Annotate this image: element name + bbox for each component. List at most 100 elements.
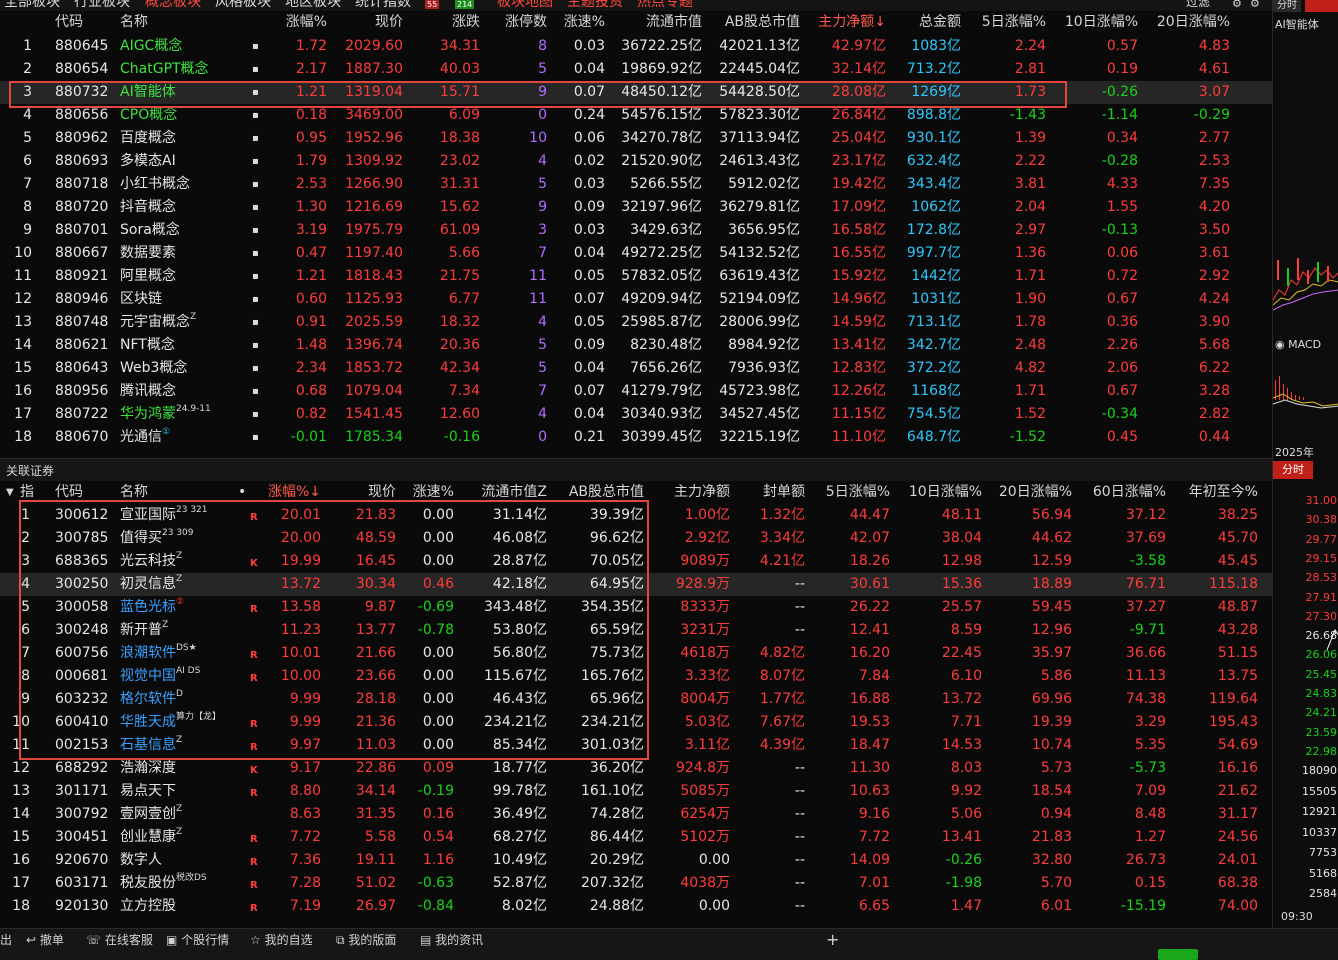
related-stock-row[interactable]: 12 688292 浩瀚深度 K 9.17 22.86 0.09 18.77亿 36.20亿 92… [0, 757, 1272, 780]
sector-row[interactable]: 18 880670 光通信① ▪ -0.01 1785.34 -0.16 0 0.21 30399… [0, 426, 1272, 449]
sector-row[interactable]: 13 880748 元宇宙概念Z ▪ 0.91 2025.59 18.32 4 0.05 2598… [0, 311, 1272, 334]
related-stock-row[interactable]: 13 301171 易点天下 R 8.80 34.14 -0.19 99.78亿 161.10亿… [0, 780, 1272, 803]
related-stock-row[interactable]: 8 000681 视觉中国AI DS R 10.00 23.66 0.00 115.67亿 16… [0, 665, 1272, 688]
sector-col-header[interactable]: 总金额 [919, 14, 961, 30]
tab-hot-topics[interactable]: 热点专题 [637, 0, 693, 10]
stock-tag: 23 309 [162, 528, 194, 538]
minute-tab-bottom[interactable]: 分时 [1273, 461, 1313, 479]
sector-col-header[interactable]: 代码 [55, 14, 83, 30]
stock-speed: -0.19 [417, 783, 454, 799]
status-item-cancel-order[interactable]: ↩ 撤单 [26, 933, 64, 947]
stock-ytd: 195.43 [1209, 714, 1258, 730]
sector-row[interactable]: 10 880667 数据要素 ▪ 0.47 1197.40 5.66 7 0.04 49272.2… [0, 242, 1272, 265]
related-col-header[interactable]: 现价 [368, 484, 396, 500]
related-stock-row[interactable]: 2 300785 值得买23 309 20.00 48.59 0.00 46.08亿 96.6… [0, 527, 1272, 550]
related-stock-row[interactable]: 17 603171 税友股份税改DS R 7.28 51.02 -0.63 52.87亿 207… [0, 872, 1272, 895]
status-item-layout[interactable]: ⧉ 我的版面 [336, 933, 397, 947]
sector-col-header[interactable]: 涨停数 [505, 14, 547, 30]
tab-all-sectors[interactable]: 全部板块 [4, 0, 60, 10]
sector-col-header[interactable]: 10日涨幅% [1064, 14, 1138, 30]
sector-col-header[interactable]: 涨幅% [285, 14, 327, 30]
related-col-header[interactable]: 涨幅%↓ [267, 484, 321, 500]
related-col-header[interactable]: 名称 [120, 484, 148, 500]
add-tab-plus-icon[interactable]: + [826, 930, 840, 949]
related-stock-row[interactable]: 15 300451 创业慧康Z R 7.72 5.58 0.54 68.27亿 86.44亿 51… [0, 826, 1272, 849]
related-stock-row[interactable]: 10 600410 华胜天成算力【龙】 R 9.99 21.36 0.00 234.21亿 23… [0, 711, 1272, 734]
sector-row[interactable]: 4 880656 CPO概念 ▪ 0.18 3469.00 6.09 0 0.24 54576.1… [0, 104, 1272, 127]
related-stock-row[interactable]: 5 300058 蓝色光标② R 13.58 9.87 -0.69 343.48亿 354.35… [0, 596, 1272, 619]
macd-toggle-icon[interactable]: ◉ [1275, 338, 1285, 351]
sector-row[interactable]: 9 880701 Sora概念 ▪ 3.19 1975.79 61.09 3 0.03 3429.… [0, 219, 1272, 242]
tab-concept-sectors[interactable]: 概念板块 [145, 0, 201, 10]
related-col-header[interactable]: 主力净额 [674, 484, 730, 500]
sector-col-header[interactable]: 主力净额↓ [818, 14, 886, 30]
close-chart-button[interactable] [1305, 0, 1338, 12]
stock-price: 16.45 [355, 553, 396, 569]
related-col-header[interactable]: AB股总市值 [568, 484, 644, 500]
sector-row[interactable]: 11 880921 阿里概念 ▪ 1.21 1818.43 21.75 11 0.05 57832… [0, 265, 1272, 288]
related-stock-row[interactable]: 9 603232 格尔软件D 9.99 28.18 0.00 46.43亿 65.96亿 800… [0, 688, 1272, 711]
sector-row[interactable]: 6 880693 多模态AI ▪ 1.79 1309.92 23.02 4 0.02 21520.… [0, 150, 1272, 173]
sector-col-header[interactable]: 名称 [120, 14, 148, 30]
sector-row[interactable]: 5 880962 百度概念 ▪ 0.95 1952.96 18.38 10 0.06 34270.… [0, 127, 1272, 150]
related-stock-row[interactable]: 4 300250 初灵信息Z 13.72 30.34 0.46 42.18亿 64.95亿 92… [0, 573, 1272, 596]
sector-col-header[interactable]: 20日涨幅% [1156, 14, 1230, 30]
sector-col-header[interactable]: 5日涨幅% [981, 14, 1046, 30]
sector-col-header[interactable]: 涨跌 [452, 14, 480, 30]
sector-d10: -0.28 [1101, 153, 1138, 169]
sector-row[interactable]: 12 880946 区块链 ▪ 0.60 1125.93 6.77 11 0.07 49209.9… [0, 288, 1272, 311]
sector-row[interactable]: 7 880718 小红书概念 ▪ 2.53 1266.90 31.31 5 0.03 5266.5… [0, 173, 1272, 196]
related-stock-row[interactable]: 6 300248 新开普Z 11.23 13.77 -0.78 53.80亿 65.59亿 32… [0, 619, 1272, 642]
sector-col-header[interactable]: 流通市值 [646, 14, 702, 30]
status-item-exit[interactable]: 出 [0, 933, 13, 947]
related-stock-row[interactable]: 14 300792 壹网壹创Z 8.63 31.35 0.16 36.49亿 74.28亿 62… [0, 803, 1272, 826]
sector-row[interactable]: 17 880722 华为鸿蒙24.9-11 ▪ 0.82 1541.45 12.60 4 0.0… [0, 403, 1272, 426]
collapse-caret-icon[interactable]: ▼ [6, 487, 14, 498]
related-col-header[interactable]: 5日涨幅% [825, 484, 890, 500]
tab-theme-invest[interactable]: 主题投资 [567, 0, 623, 10]
tab-industry-sectors[interactable]: 行业板块 [74, 0, 130, 10]
stock-pct: 11.23 [280, 622, 321, 638]
status-item-stock-quote[interactable]: ▣ 个股行情 [166, 933, 230, 947]
sector-row[interactable]: 1 880645 AIGC概念 ▪ 1.72 2029.60 34.31 8 0.03 36722… [0, 35, 1272, 58]
status-item-news[interactable]: ▤ 我的资讯 [420, 933, 484, 947]
sector-row[interactable]: 2 880654 ChatGPT概念 ▪ 2.17 1887.30 40.03 5 0.04 19… [0, 58, 1272, 81]
related-col-header[interactable]: 代码 [55, 484, 83, 500]
related-stock-row[interactable]: 16 920670 数字人 R 7.36 19.11 1.16 10.49亿 20.29亿 0.0… [0, 849, 1272, 872]
minute-chart-tab[interactable]: 分时 [1273, 0, 1301, 12]
sector-col-header[interactable]: AB股总市值 [724, 14, 800, 30]
price-axis-label: 26.68 [1305, 629, 1338, 643]
related-col-header[interactable]: 封单额 [763, 484, 805, 500]
sector-price: 3469.00 [345, 107, 403, 123]
status-item-online-service[interactable]: ☏ 在线客服 [86, 933, 153, 947]
related-stock-row[interactable]: 3 688365 光云科技Z K 19.99 16.45 0.00 28.87亿 70.05亿 9… [0, 550, 1272, 573]
more-gear-icon[interactable]: ⚙ [1250, 0, 1260, 10]
tab-region-sectors[interactable]: 地区板块 [285, 0, 341, 10]
related-col-header[interactable]: • [238, 484, 247, 500]
tab-style-sectors[interactable]: 风格板块 [215, 0, 271, 10]
related-col-header[interactable]: 年初至今% [1188, 484, 1258, 500]
filter-button[interactable]: 过滤 [1186, 0, 1211, 9]
status-item-watchlist[interactable]: ☆ 我的自选 [250, 933, 313, 947]
sector-row[interactable]: 15 880643 Web3概念 ▪ 2.34 1853.72 42.34 5 0.04 7656… [0, 357, 1272, 380]
tab-sector-map[interactable]: 板块地图 [497, 0, 553, 10]
related-stock-row[interactable]: 1 300612 宣亚国际23 321 R 20.01 21.83 0.00 31.14亿 39… [0, 504, 1272, 527]
related-stock-row[interactable]: 18 920130 立方控股 R 7.19 26.97 -0.84 8.02亿 24.88亿 0.… [0, 895, 1272, 918]
sector-row[interactable]: 16 880956 腾讯概念 ▪ 0.68 1079.04 7.34 7 0.07 41279.7… [0, 380, 1272, 403]
related-stock-row[interactable]: 7 600756 浪潮软件DS★ R 10.01 21.66 0.00 56.80亿 75.73… [0, 642, 1272, 665]
related-stock-row[interactable]: 11 002153 石基信息Z R 9.97 11.03 0.00 85.34亿 301.03亿… [0, 734, 1272, 757]
related-col-header[interactable]: 流通市值Z [481, 484, 547, 500]
related-col-header[interactable]: 60日涨幅% [1092, 484, 1166, 500]
sector-row[interactable]: 14 880621 NFT概念 ▪ 1.48 1396.74 20.36 5 0.09 8230.… [0, 334, 1272, 357]
related-col-header[interactable]: 10日涨幅% [908, 484, 982, 500]
sector-col-header[interactable]: 现价 [375, 14, 403, 30]
sector-row[interactable]: 3 880732 AI智能体 ▪ 1.21 1319.04 15.71 9 0.07 48450.… [0, 81, 1272, 104]
tab-stat-index[interactable]: 统计指数 [355, 0, 411, 10]
sector-row[interactable]: 8 880720 抖音概念 ▪ 1.30 1216.69 15.62 9 0.09 32197.9… [0, 196, 1272, 219]
related-col-header[interactable]: 涨速% [412, 484, 454, 500]
settings-gear-icon[interactable]: ⚙ [1232, 0, 1242, 10]
related-col-header[interactable]: 指 [20, 484, 34, 500]
sector-n: 13 [14, 314, 32, 330]
related-col-header[interactable]: 20日涨幅% [998, 484, 1072, 500]
sector-col-header[interactable]: 涨速% [563, 14, 605, 30]
